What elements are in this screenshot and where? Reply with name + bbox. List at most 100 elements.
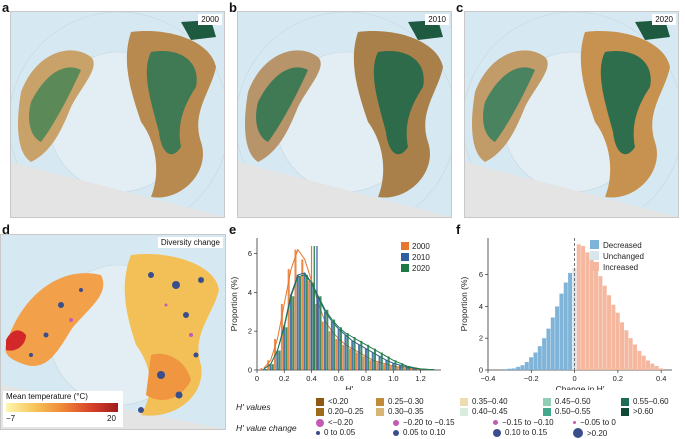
h-value-label: 0.55–0.60 bbox=[633, 397, 669, 406]
bar-2010 bbox=[364, 348, 367, 370]
bar-increased bbox=[628, 338, 633, 370]
h-change-label: 0.10 to 0.15 bbox=[505, 428, 548, 437]
bar-2010 bbox=[385, 360, 388, 370]
map-2010: 2010 bbox=[237, 11, 452, 218]
h-change-dot bbox=[493, 420, 498, 425]
h-value-label: 0.45–0.50 bbox=[555, 397, 591, 406]
x-axis-title: H′ bbox=[345, 384, 353, 390]
h-change-dot bbox=[573, 421, 576, 424]
chart-f-svg: −0.4 −0.2 0 0.2 0.4 0 2 4 6 Change in H′ Proportio… bbox=[459, 238, 672, 394]
y-tick-label: 2 bbox=[479, 334, 483, 343]
map-diversity-change: Diversity change Mean temperature (°C) −… bbox=[0, 234, 226, 430]
bar-increased bbox=[598, 276, 603, 370]
bar-2020 bbox=[326, 309, 329, 370]
bar-2020 bbox=[367, 344, 370, 370]
h-value-swatch bbox=[460, 407, 468, 416]
colorbar-min: −7 bbox=[6, 414, 16, 423]
bar-2020 bbox=[278, 350, 281, 370]
y-axis-title: Proportion (%) bbox=[459, 276, 469, 331]
bar-increased bbox=[615, 312, 620, 370]
x-tick-label: −0.4 bbox=[481, 374, 496, 383]
x-tick-label: 0.4 bbox=[656, 374, 666, 383]
y-axis-title: Proportion (%) bbox=[229, 276, 239, 331]
h-value-label: 0.35–0.40 bbox=[472, 397, 508, 406]
x-tick-label: 0 bbox=[255, 374, 259, 383]
diversity-change-tag: Diversity change bbox=[157, 237, 223, 248]
bar-decreased bbox=[529, 357, 534, 370]
bar-2000 bbox=[396, 367, 399, 370]
bar-increased bbox=[594, 266, 599, 370]
x-axis-title: Change in H′ bbox=[556, 384, 605, 390]
h-value-item: 0.20–0.25 bbox=[316, 407, 364, 416]
year-tag-2000: 2000 bbox=[198, 14, 222, 25]
bar-2000 bbox=[301, 259, 304, 370]
bar-increased bbox=[654, 366, 659, 370]
h-change-item: 0.10 to 0.15 bbox=[493, 428, 547, 437]
h-change-item: −0.15 to −0.10 bbox=[493, 418, 554, 427]
bar-increased bbox=[620, 322, 625, 370]
h-values-title: H′ values bbox=[236, 402, 271, 412]
x-tick-label: 0.4 bbox=[306, 374, 316, 383]
map-2010-graphic bbox=[238, 12, 451, 217]
bar-2010 bbox=[371, 352, 374, 370]
y-tick-label: 6 bbox=[479, 270, 483, 279]
bar-decreased bbox=[563, 282, 568, 370]
bar-2020 bbox=[387, 356, 390, 370]
bar-2020 bbox=[394, 360, 397, 370]
bar-increased bbox=[650, 363, 655, 370]
bar-increased bbox=[641, 355, 646, 370]
x-tick-label: 1.2 bbox=[415, 374, 425, 383]
bar-2020 bbox=[380, 352, 383, 370]
legend-swatch-decreased bbox=[590, 240, 599, 249]
bar-2010 bbox=[276, 350, 279, 370]
chart-e-svg: 0 0.2 0.4 0.6 0.8 1.0 1.2 0 2 4 6 H′ Proportion (%) 2… bbox=[229, 238, 441, 394]
panel-label-c: c bbox=[456, 0, 464, 15]
bar-2010 bbox=[358, 344, 361, 370]
legend-swatch-unchanged bbox=[590, 251, 599, 260]
y-tick-label: 4 bbox=[248, 288, 252, 297]
bar-2010 bbox=[398, 365, 402, 370]
h-value-label: 0.20–0.25 bbox=[328, 407, 364, 416]
x-tick-label: 0.6 bbox=[334, 374, 344, 383]
h-change-label: −0.15 to −0.10 bbox=[502, 418, 554, 427]
x-tick-label: 0.2 bbox=[279, 374, 289, 383]
bar-increased bbox=[585, 252, 590, 370]
y-tick-label: 0 bbox=[479, 366, 483, 375]
x-tick-label: 1.0 bbox=[388, 374, 398, 383]
h-value-item: 0.30–0.35 bbox=[376, 407, 424, 416]
h-change-label: −0.20 to −0.15 bbox=[403, 418, 455, 427]
bar-2010 bbox=[283, 325, 286, 370]
chart-f: −0.4 −0.2 0 0.2 0.4 0 2 4 6 Change in H′ Proportio… bbox=[458, 230, 680, 394]
bar-2020 bbox=[360, 340, 363, 370]
bar-2000 bbox=[335, 338, 338, 370]
bar-2010 bbox=[303, 272, 306, 370]
x-tick-label: 0.8 bbox=[361, 374, 371, 383]
h-change-label: 0 to 0.05 bbox=[324, 428, 356, 437]
panel-label-a: a bbox=[2, 0, 10, 15]
bar-2000 bbox=[267, 360, 270, 370]
bar-increased bbox=[581, 245, 586, 370]
bar-decreased bbox=[559, 293, 564, 370]
bar-increased bbox=[646, 360, 651, 370]
y-tick-label: 6 bbox=[248, 249, 252, 258]
bar-decreased bbox=[533, 352, 538, 370]
bar-2010 bbox=[337, 329, 340, 370]
curve-2020 bbox=[263, 274, 435, 371]
h-value-label: 0.50–0.55 bbox=[555, 407, 591, 416]
legend-label-increased: Increased bbox=[603, 263, 638, 272]
h-value-label: 0.25–0.30 bbox=[388, 397, 424, 406]
bar-2020 bbox=[346, 333, 349, 370]
h-change-item: >0.20 bbox=[573, 428, 607, 438]
bar-2000 bbox=[308, 280, 311, 370]
x-tick-label: 0 bbox=[573, 374, 577, 383]
h-value-label: 0.40–0.45 bbox=[472, 407, 508, 416]
colorbar-box: Mean temperature (°C) −7 20 bbox=[3, 391, 123, 427]
curve-2010 bbox=[263, 272, 435, 371]
bar-decreased bbox=[524, 362, 529, 370]
bar-2010 bbox=[344, 335, 347, 370]
bar-increased bbox=[611, 304, 616, 370]
bar-decreased bbox=[503, 369, 508, 370]
h-change-item: −0.20 to −0.15 bbox=[393, 418, 455, 427]
h-value-item: >0.60 bbox=[621, 407, 653, 416]
bar-decreased bbox=[546, 328, 551, 370]
